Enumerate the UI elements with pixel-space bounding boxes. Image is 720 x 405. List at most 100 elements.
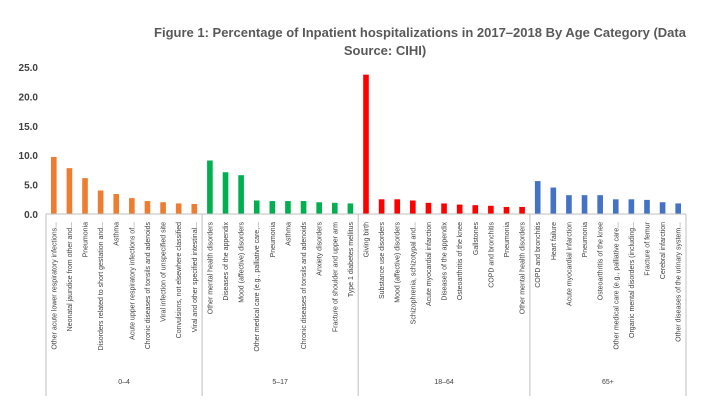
category-labels: Other acute lower respiratory infections… (51, 221, 682, 351)
category-label: Chronic diseases of tonsils and adenoids (301, 222, 308, 350)
group-label: 18–64 (434, 379, 454, 386)
x-axis (45, 213, 687, 396)
category-label: Schizophrenia, schizotypal and... (410, 222, 417, 324)
category-label: Viral and other specified intestinal... (192, 222, 199, 332)
bar (285, 201, 291, 214)
y-tick-label: 10.0 (19, 151, 39, 162)
category-label: Acute myocardial infarction (566, 222, 573, 306)
group-label: 5–17 (272, 379, 288, 386)
bar (160, 202, 166, 214)
category-label: Acute myocardial infarction (426, 222, 433, 306)
y-tick-label: 5.0 (24, 181, 38, 192)
category-label: Neonatal jaundice from other and... (67, 222, 74, 331)
bar (425, 202, 432, 214)
category-label: COPD and bronchitis (535, 222, 542, 288)
bar (316, 202, 322, 214)
category-label: Organic mental disorders (including... (629, 222, 636, 338)
bar (612, 199, 619, 214)
category-label: Chronic diseases of tonsils and adenoids (145, 222, 152, 350)
bar (472, 205, 479, 214)
bar (488, 205, 494, 214)
bar (144, 201, 151, 214)
bar (644, 199, 650, 214)
bar (659, 202, 666, 214)
bar (253, 200, 260, 214)
bar (113, 194, 120, 214)
category-label: Fracture of femur (644, 221, 651, 275)
bar (347, 203, 354, 214)
category-label: Substance use disorders (379, 222, 386, 300)
bar (566, 195, 572, 214)
bar (238, 175, 244, 214)
bar (51, 156, 57, 214)
category-label: Other acute lower respiratory infections… (51, 222, 58, 350)
category-label: Pneumonia (582, 222, 589, 258)
bar (456, 204, 463, 214)
bar (97, 190, 104, 214)
y-tick-label: 0.0 (24, 210, 38, 221)
category-label: Asthma (114, 222, 121, 246)
category-label: Mood (affective) disorders (239, 222, 246, 303)
chart-title: Figure 1: Percentage of Inpatient hospit… (0, 24, 720, 60)
chart-title-line-1: Figure 1: Percentage of Inpatient hospit… (154, 25, 686, 40)
category-label: Other medical care (e.g., palliative car… (613, 222, 620, 350)
category-label: Osteoarthritis of the knee (598, 222, 605, 300)
bar (191, 204, 198, 214)
category-label: Cerebral infarction (660, 222, 667, 279)
y-tick-label: 20.0 (19, 92, 39, 103)
bar (534, 181, 541, 214)
bar (331, 202, 338, 214)
bar (597, 195, 603, 214)
category-label: Osteoarthritis of the knee (457, 222, 464, 300)
bar (628, 199, 635, 214)
group-label: 0–4 (118, 379, 130, 386)
category-label: Other mental health disorders (520, 222, 527, 315)
group-label: 65+ (602, 379, 614, 386)
category-label: Acute upper respiratory infections of... (129, 222, 136, 340)
category-label: Anxiety disorders (317, 222, 324, 276)
category-label: Pneumonia (270, 222, 277, 258)
y-axis: 0.0 5.0 10.0 15.0 20.0 25.0 (19, 63, 39, 221)
bar (550, 187, 557, 214)
bar (129, 198, 135, 214)
chart-title-line-2: Source: CIHI) (343, 43, 427, 58)
category-label: Viral infection of unspecified site (161, 222, 168, 322)
bar (175, 203, 182, 214)
category-label: Pneumonia (504, 222, 511, 258)
category-label: Disorders related to short gestation and… (98, 222, 105, 350)
bar (222, 172, 229, 214)
category-label: Fracture of shoulder and upper arm (332, 222, 339, 332)
bar (207, 160, 213, 214)
category-label: Other medical care (e.g., palliative car… (254, 222, 261, 352)
category-label: Other diseases of the urinary system... (676, 222, 683, 342)
category-label: Diseases of the appendix (442, 222, 449, 301)
category-label: Mood (affective) disorders (395, 222, 402, 303)
bar (363, 74, 369, 214)
group-labels: 0–4 5–17 18–64 65+ (118, 379, 614, 386)
category-label: Convulsions, not elsewhere classified (176, 222, 183, 338)
bar (300, 201, 307, 214)
bar (519, 206, 525, 214)
category-label: Giving birth (364, 222, 371, 258)
category-label: Asthma (285, 222, 292, 246)
bar (441, 203, 447, 214)
category-label: Pneumonia (83, 222, 90, 258)
category-label: Type 1 diabetes mellitus (348, 222, 355, 298)
y-tick-label: 15.0 (19, 122, 39, 133)
bar (675, 203, 682, 214)
category-label: Diseases of the appendix (223, 222, 230, 301)
bar (503, 206, 510, 214)
bar (410, 200, 416, 214)
category-label: COPD and bronchitis (488, 222, 495, 288)
bar (82, 178, 88, 214)
category-label: Heart failure (551, 222, 558, 260)
bars-layer (51, 74, 682, 214)
category-label: Other mental health disorders (207, 222, 214, 315)
bar (66, 168, 73, 214)
bar (394, 199, 401, 214)
bar (378, 199, 385, 214)
bar (269, 201, 276, 214)
bar (581, 195, 588, 214)
y-tick-label: 25.0 (19, 63, 39, 74)
